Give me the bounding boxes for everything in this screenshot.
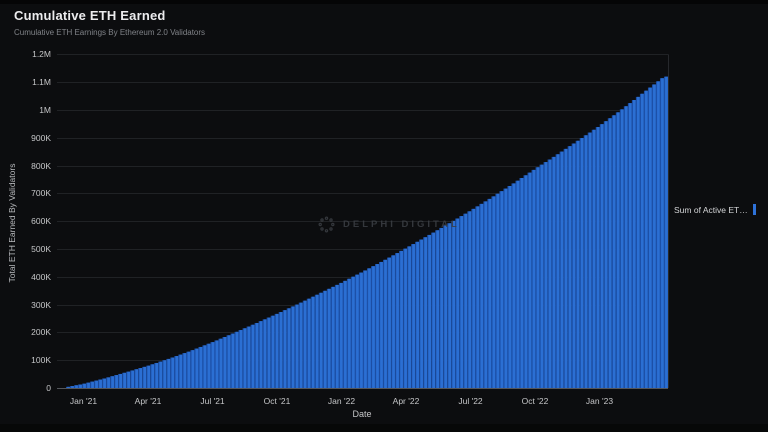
y-tick-label: 1M (39, 105, 51, 115)
x-tick-label: Oct '22 (521, 396, 549, 406)
bottom-band (0, 424, 768, 432)
chart-title: Cumulative ETH Earned (14, 8, 166, 23)
y-tick-label: 1.1M (32, 77, 51, 88)
x-tick-label: Apr '21 (134, 396, 162, 406)
x-tick-label: Jul '22 (458, 396, 483, 406)
legend-series-marker (752, 204, 756, 215)
y-tick-label: 500K (31, 244, 51, 254)
chart-subtitle: Cumulative ETH Earnings By Ethereum 2.0 … (14, 28, 206, 37)
x-tick-label: Jan '23 (585, 396, 614, 406)
x-tick-label: Jan '22 (327, 396, 356, 406)
y-tick-label: 300K (31, 299, 51, 310)
y-tick-label: 200K (31, 327, 51, 338)
y-tick-label: 400K (31, 271, 51, 282)
x-tick-label: Apr '22 (392, 396, 420, 406)
y-tick-label: 1.2M (32, 49, 51, 60)
y-tick-label: 600K (31, 216, 51, 227)
x-tick-label: Jul '21 (200, 396, 225, 406)
y-tick-label: 0 (46, 383, 51, 393)
y-tick-label: 700K (31, 188, 51, 199)
legend-item-active-eth[interactable]: Sum of Active ET… (674, 204, 764, 215)
top-band (0, 0, 768, 4)
y-tick-label: 900K (31, 132, 51, 143)
y-tick-label: 800K (31, 160, 51, 171)
x-axis-title: Date (352, 409, 372, 419)
x-tick-label: Jan '21 (69, 396, 98, 406)
y-tick-label: 100K (31, 355, 51, 366)
x-tick-label: Oct '21 (263, 396, 291, 406)
legend-label: Sum of Active ET… (674, 204, 748, 215)
